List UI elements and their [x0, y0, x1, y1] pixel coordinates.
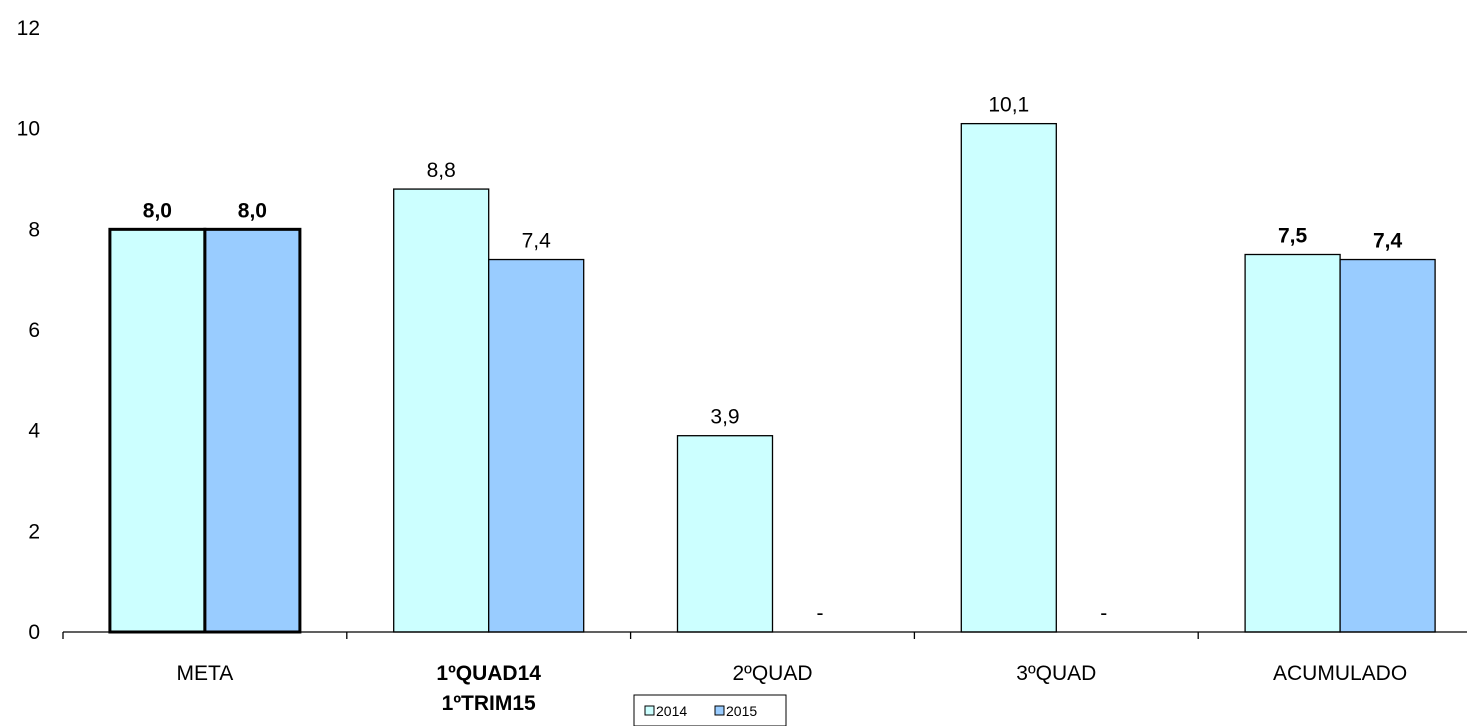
category-label: 2ºQUAD [732, 662, 812, 685]
y-tick-label: 12 [17, 17, 40, 40]
data-label-2014: 10,1 [988, 94, 1029, 117]
category-labels: META 1ºQUAD14 1ºTRIM15 2ºQUAD 3ºQUAD ACUMULAD… [177, 662, 1408, 715]
data-label-2015: 8,0 [238, 199, 267, 222]
data-labels: 8,0 8,0 8,8 7,4 3,9 - 10,1 - 7,5 7,4 [143, 94, 1403, 625]
bar-2015 [1339, 258, 1436, 633]
x-axis [62, 631, 1467, 639]
legend-swatch-2015 [714, 705, 725, 716]
data-label-2015: 7,4 [522, 230, 552, 253]
legend: 2014 2015 [633, 694, 787, 726]
y-axis-tick-labels: 0 2 4 6 8 10 12 [17, 17, 41, 644]
y-tick-label: 0 [28, 621, 40, 644]
bar-2014 [393, 188, 490, 633]
bar-2015 [488, 258, 585, 633]
bar-2014 [108, 227, 207, 634]
bar-series [108, 122, 1436, 634]
data-label-2014: 3,9 [710, 406, 739, 429]
bar-2014 [960, 122, 1057, 633]
legend-box [633, 694, 787, 726]
legend-label-2014: 2014 [656, 703, 687, 719]
y-tick-label: 4 [28, 420, 40, 443]
bar-2014 [676, 435, 774, 633]
data-label-2014: 8,8 [427, 159, 456, 182]
category-label: ACUMULADO [1273, 662, 1407, 685]
data-label-2015: - [817, 602, 824, 625]
y-tick-label: 10 [17, 118, 40, 141]
y-tick-label: 8 [28, 218, 40, 241]
legend-label-2015: 2015 [726, 703, 757, 719]
data-label-2015: - [1100, 602, 1107, 625]
data-label-2014: 7,5 [1278, 225, 1308, 248]
category-label: 3ºQUAD [1016, 662, 1096, 685]
data-label-2014: 8,0 [143, 199, 172, 222]
y-tick-label: 6 [28, 319, 40, 342]
category-label: 1ºTRIM15 [442, 692, 536, 715]
category-label: META [177, 662, 234, 685]
y-tick-label: 2 [28, 520, 40, 543]
legend-swatch-2014 [644, 705, 655, 716]
bar-2015 [203, 227, 302, 634]
category-label: 1ºQUAD14 [436, 662, 541, 685]
data-label-2015: 7,4 [1373, 230, 1403, 253]
bar-2014 [1244, 253, 1341, 633]
